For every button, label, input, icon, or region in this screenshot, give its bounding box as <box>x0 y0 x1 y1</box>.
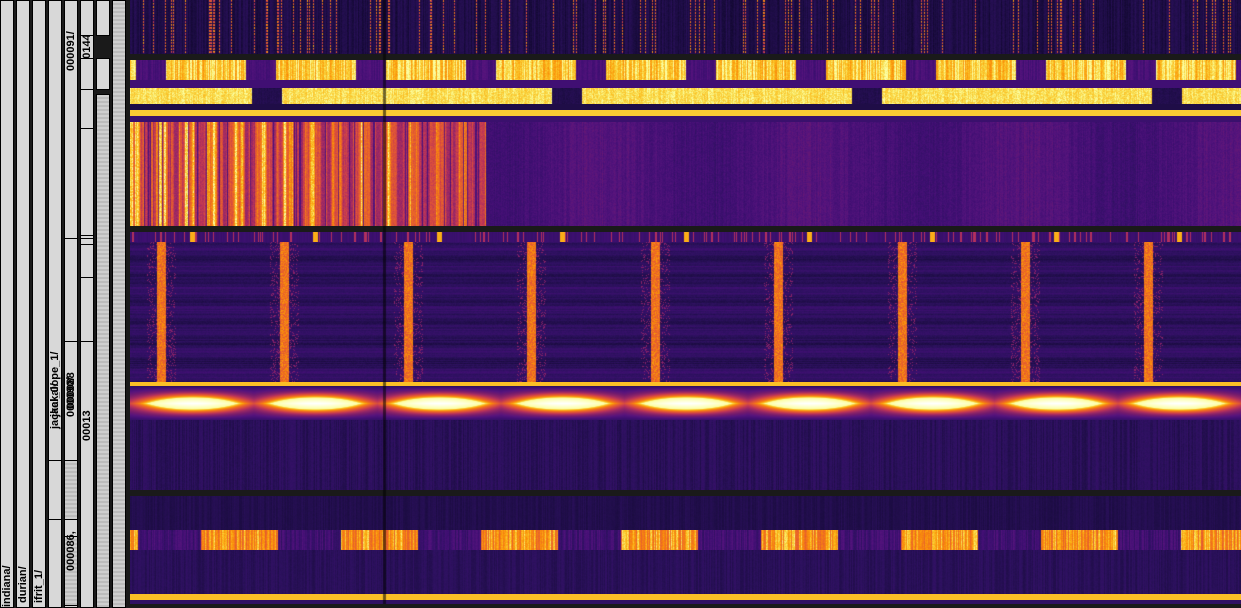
hierarchy-rail[interactable]: durian/ <box>16 0 30 608</box>
heatmap-row[interactable] <box>130 550 1241 594</box>
hierarchy-rail[interactable]: 000088 <box>64 460 78 520</box>
hierarchy-rail[interactable]: 000150/ <box>80 128 94 236</box>
heatmap-row[interactable] <box>130 0 1241 54</box>
heatmap-row[interactable] <box>130 80 1241 88</box>
heatmap-row-canvas <box>130 88 1241 104</box>
rail-label: jackal_0/ <box>49 383 61 429</box>
heatmap-row-canvas <box>130 530 1241 550</box>
hierarchy-rail[interactable]: 000091/ <box>64 238 78 342</box>
heatmap-row-canvas <box>130 60 1241 80</box>
heatmap-row-canvas <box>130 420 1241 490</box>
heatmap-row[interactable] <box>130 600 1241 604</box>
heatmap-row-canvas <box>130 0 1241 54</box>
hierarchy-rail[interactable]: 00 <box>96 58 110 90</box>
hierarchy-rail[interactable]: ifrit_1/ <box>32 0 46 608</box>
rail-label: 000091/ <box>65 31 77 71</box>
heatmap-row[interactable] <box>130 60 1241 80</box>
heatmap-row-canvas <box>130 386 1241 420</box>
rail-label: 00013 <box>81 410 93 441</box>
hierarchy-rail[interactable]: 000 <box>80 244 94 278</box>
rail-label: ifrit_1/ <box>33 570 45 603</box>
hierarchy-rail[interactable]: 0000 <box>80 58 94 90</box>
heatmap-area <box>130 0 1241 608</box>
heatmap-row[interactable] <box>130 496 1241 530</box>
hierarchy-rail[interactable]: 00009 <box>80 0 94 36</box>
rail-label: indiana/ <box>1 565 13 607</box>
heatmap-row[interactable] <box>130 88 1241 104</box>
profiler-heatmap-view: indiana/durian/ifrit_1/jackalope_1/jacka… <box>0 0 1241 608</box>
heatmap-row-canvas <box>130 242 1241 382</box>
heatmap-row[interactable] <box>130 386 1241 420</box>
heatmap-row[interactable] <box>130 232 1241 242</box>
heatmap-row-canvas <box>130 80 1241 88</box>
heatmap-row[interactable] <box>130 420 1241 490</box>
rail-label: 000086, <box>65 531 77 571</box>
hierarchy-rail[interactable] <box>112 0 126 608</box>
rail-label: 000088 <box>65 372 77 409</box>
hierarchy-rail[interactable]: 00014 <box>96 0 110 36</box>
hierarchy-rail[interactable] <box>96 94 110 608</box>
hierarchy-rail[interactable]: jackal_0/ <box>48 460 62 520</box>
heatmap-row[interactable] <box>130 242 1241 382</box>
heatmap-row-canvas <box>130 496 1241 530</box>
hierarchy-rail[interactable]: indiana/ <box>0 0 14 608</box>
rail-label: durian/ <box>17 566 29 603</box>
heatmap-row-canvas <box>130 232 1241 242</box>
heatmap-row[interactable] <box>130 122 1241 226</box>
hierarchy-rail[interactable]: 000086, <box>64 536 78 606</box>
heatmap-row[interactable] <box>130 530 1241 550</box>
heatmap-row-canvas <box>130 122 1241 226</box>
heatmap-row-canvas <box>130 600 1241 604</box>
heatmap-row-canvas <box>130 550 1241 594</box>
